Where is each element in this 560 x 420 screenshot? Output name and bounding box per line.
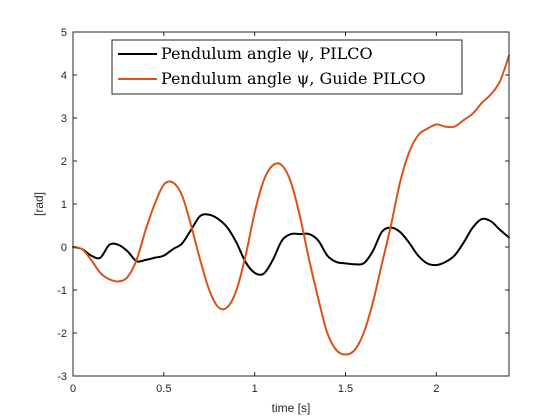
x-axis-label: time [s] [272,401,311,415]
y-tick-label: 3 [61,113,67,125]
y-tick-label: -2 [57,328,67,340]
x-tick-label: 1.5 [338,383,353,395]
legend-box [111,39,463,95]
x-tick-label: 0 [70,383,76,395]
x-tick-label: 2 [433,383,439,395]
series-line-pilco [72,213,510,276]
x-tick-label: 0.5 [156,383,171,395]
y-tick-label: 1 [61,199,67,211]
y-axis-label: [rad] [32,192,46,216]
y-tick-label: 2 [61,156,67,168]
legend-entry-label: Pendulum angle ψ, PILCO [161,44,373,63]
legend: Pendulum angle ψ, PILCO Pendulum angle ψ,… [111,39,463,95]
y-tick-label: 0 [61,242,67,254]
x-tick-label: 1 [252,383,258,395]
y-tick-label: -1 [57,285,67,297]
axes-layer: 0 0.5 1 1.5 2 -3 -2 -1 0 1 2 3 4 5 [57,27,510,395]
series-layer [72,54,510,356]
series-line-guide-pilco [72,54,510,356]
legend-entry-label: Pendulum angle ψ, Guide PILCO [161,69,426,88]
y-tick-label: 4 [61,70,67,82]
y-tick-label: 5 [61,27,67,39]
y-tick-label: -3 [57,371,67,383]
